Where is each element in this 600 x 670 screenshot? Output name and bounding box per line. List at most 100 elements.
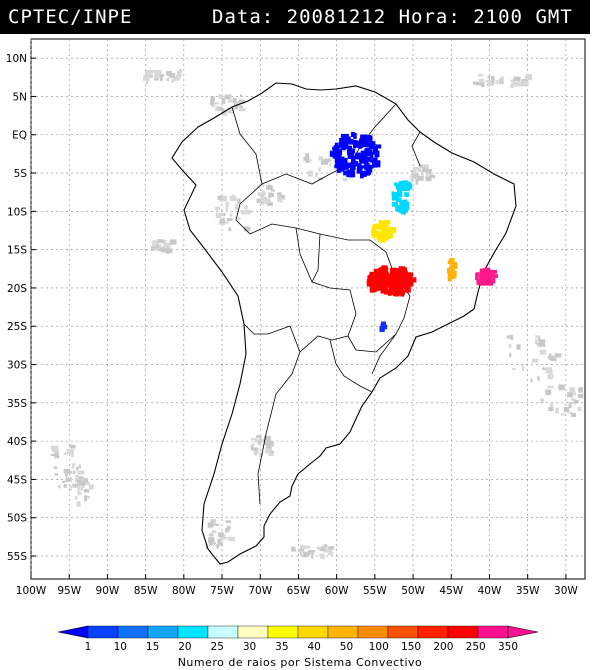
cloud-patch [568, 401, 571, 405]
lightning-cell [348, 153, 354, 159]
lightning-cell [479, 271, 487, 277]
lightning-cell [484, 270, 491, 276]
cloud-patch [220, 195, 227, 202]
lightning-cell [378, 272, 382, 279]
latitude-label: 20S [7, 283, 27, 295]
lightning-map: 10N5NEQ5S10S15S20S25S30S35S40S45S50S55S … [6, 38, 586, 597]
lightning-cell [486, 279, 494, 286]
latitude-label: 40S [7, 436, 27, 448]
lightning-cell [347, 169, 352, 176]
colorbar-tick-label: 1 [85, 641, 92, 653]
convective-system [391, 180, 413, 215]
cloud-patch [50, 454, 58, 457]
lightning-cell [409, 277, 417, 283]
cloud-patch [69, 444, 76, 449]
lightning-cell [395, 204, 399, 212]
cloud-patch [225, 206, 228, 212]
cloud-patch [78, 479, 86, 486]
cloud-patch [235, 203, 239, 210]
cloud-patch [70, 452, 74, 458]
cloud-patch [238, 108, 246, 112]
cloud-patch [221, 95, 227, 99]
cloud-patch [72, 483, 78, 488]
latitude-label: 15S [7, 245, 27, 257]
colorbar-tick-label: 40 [307, 641, 320, 653]
cloud-patch [71, 463, 76, 466]
colorbar-tick-label: 350 [498, 641, 518, 653]
lightning-cell [384, 234, 389, 240]
cloud-patch [305, 153, 310, 159]
lightning-cell [398, 186, 405, 191]
cloud-patch [227, 107, 235, 114]
cloud-patch [234, 104, 238, 110]
cloud-patch [250, 445, 254, 450]
cloud-patch [578, 387, 583, 393]
latitude-label: 5S [14, 168, 28, 180]
cloud-patch [230, 196, 237, 202]
colorbar-cells [57, 625, 539, 639]
colorbar-cell [177, 625, 209, 639]
lightning-cell [381, 281, 386, 286]
header-bar: CPTEC/INPE Data: 20081212 Hora: 2100 GMT [0, 0, 590, 34]
colorbar-cell [147, 625, 179, 639]
lightning-cell [390, 279, 398, 284]
lightning-cell [394, 182, 401, 186]
colorbar-tick-label: 150 [401, 641, 421, 653]
lightning-cell [407, 272, 414, 277]
lightning-cell [360, 150, 366, 154]
convective-system [379, 321, 388, 332]
cloud-patch [300, 545, 307, 550]
cloud-patch [221, 108, 225, 114]
lightning-cell [406, 183, 412, 190]
cloud-patch [542, 367, 546, 371]
lightning-cell [487, 274, 492, 280]
cloud-patch [257, 440, 262, 445]
cloud-patch [549, 403, 554, 410]
longitude-label: 80W [172, 585, 196, 597]
lightning-cell [404, 206, 409, 211]
lightning-cell [332, 154, 340, 159]
lightning-cell [369, 141, 374, 147]
cloud-patch [53, 466, 58, 470]
cloud-patch [158, 248, 166, 251]
cloud-patch [415, 166, 421, 169]
lightning-cell [404, 192, 410, 197]
cloud-patch [264, 442, 269, 446]
cloud-patch [213, 542, 216, 545]
lightning-cell [390, 269, 396, 273]
lightning-cell [376, 223, 384, 229]
convective-systems [329, 131, 499, 332]
cloud-patch [215, 212, 222, 219]
lightning-cell [382, 324, 388, 330]
cloud-patch [491, 75, 495, 81]
cloud-patch [324, 158, 331, 163]
lightning-cell [395, 286, 401, 291]
cloud-patch [554, 353, 562, 358]
cloud-patch [229, 213, 233, 217]
cloud-patch [417, 175, 424, 181]
cloud-patch [485, 80, 489, 83]
colorbar-tick-label: 25 [211, 641, 224, 653]
longitude-label: 70W [248, 585, 272, 597]
cloud-patch [539, 349, 547, 355]
latitude-label: 35S [7, 398, 27, 410]
cloud-patch [168, 244, 171, 250]
cloud-patch [548, 355, 555, 360]
cloud-patch [153, 70, 160, 73]
cloud-patch [226, 218, 233, 222]
lightning-cell [379, 325, 385, 332]
cloud-patch [211, 521, 214, 527]
cloud-patch [215, 206, 221, 211]
lightning-cell [338, 150, 342, 154]
cloud-patch [254, 439, 260, 442]
cloud-patch [429, 174, 436, 179]
lightning-cell [360, 171, 364, 179]
cloud-patch [208, 524, 214, 527]
cloud-patch [213, 520, 216, 526]
lightning-cell [373, 268, 377, 274]
longitude-labels: 100W 95W 90W 85W 80W 75W 70W 65W 60W 55W 50W 45W 40W… [16, 574, 578, 597]
cloud-patch [176, 70, 180, 75]
cloud-patch [217, 532, 224, 537]
cloud-patch [547, 374, 554, 380]
lightning-cell [372, 285, 378, 290]
